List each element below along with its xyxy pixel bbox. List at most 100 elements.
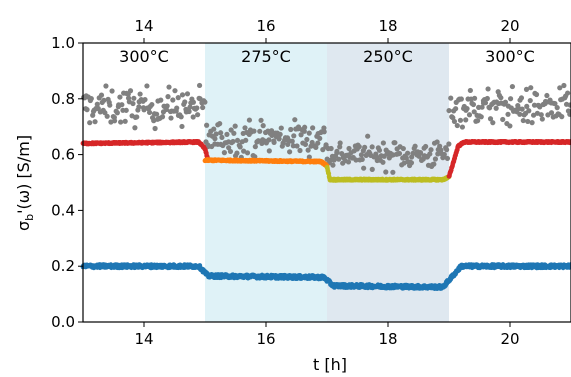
gray-point bbox=[277, 131, 283, 137]
gray-point bbox=[224, 131, 230, 137]
gray-point bbox=[200, 104, 206, 111]
gray-point bbox=[527, 97, 533, 104]
gray-point bbox=[132, 125, 138, 131]
plot-frame bbox=[82, 42, 571, 323]
top-x-ticks: 14 16 18 20 bbox=[134, 17, 520, 43]
gray-point bbox=[227, 148, 234, 155]
gray-point bbox=[146, 109, 153, 116]
gray-point bbox=[533, 91, 540, 98]
gray-point bbox=[258, 117, 264, 123]
gray-point bbox=[88, 96, 94, 102]
gray-point bbox=[383, 169, 389, 175]
gray-point bbox=[502, 99, 509, 105]
gray-point bbox=[212, 136, 218, 142]
gray-point bbox=[170, 97, 176, 103]
band-label-2: 250°C bbox=[363, 47, 413, 66]
gray-point bbox=[84, 107, 90, 113]
gray-point bbox=[255, 138, 261, 144]
gray-point bbox=[523, 86, 530, 92]
gray-point bbox=[98, 92, 105, 98]
gray-point bbox=[346, 145, 352, 152]
gray-point bbox=[266, 137, 272, 143]
gray-point bbox=[531, 102, 538, 108]
gray-point bbox=[144, 83, 150, 89]
gray-point bbox=[219, 134, 225, 141]
gray-point bbox=[525, 118, 531, 125]
gray-point bbox=[444, 147, 450, 153]
gray-point bbox=[179, 92, 186, 98]
gray-point bbox=[195, 112, 201, 118]
gray-point bbox=[196, 82, 203, 89]
gray-point bbox=[362, 144, 368, 150]
gray-point bbox=[289, 138, 295, 144]
gray-point bbox=[467, 87, 473, 94]
plot-border bbox=[82, 42, 571, 323]
gray-point bbox=[168, 115, 174, 121]
gray-point bbox=[446, 107, 452, 114]
gray-point bbox=[557, 85, 563, 91]
gray-point bbox=[87, 120, 93, 126]
gray-point bbox=[186, 108, 192, 115]
gray-point bbox=[257, 128, 263, 134]
gray-point bbox=[298, 132, 304, 138]
gray-point bbox=[127, 88, 134, 94]
x-tick-label: 14 bbox=[134, 330, 153, 348]
gray-point bbox=[292, 117, 298, 123]
series-1 bbox=[80, 139, 211, 163]
gray-point bbox=[268, 128, 275, 134]
gray-point bbox=[301, 128, 307, 134]
y-tick-label: 0.0 bbox=[51, 313, 75, 331]
gray-point bbox=[234, 137, 241, 144]
gray-point bbox=[290, 143, 296, 149]
gray-point bbox=[390, 169, 396, 175]
gray-point bbox=[184, 91, 191, 97]
gray-point bbox=[361, 165, 367, 171]
gray-point bbox=[174, 105, 180, 111]
gray-point bbox=[475, 118, 481, 124]
gray-point bbox=[101, 97, 107, 103]
gray-point bbox=[493, 105, 499, 111]
gray-point bbox=[561, 82, 567, 89]
gray-point bbox=[434, 139, 440, 145]
y-tick-label: 0.2 bbox=[51, 257, 75, 275]
gray-point bbox=[517, 111, 523, 117]
gray-point bbox=[487, 116, 494, 122]
gray-point bbox=[246, 117, 253, 123]
gray-point bbox=[464, 106, 470, 112]
gray-point bbox=[202, 99, 208, 105]
gray-point bbox=[380, 159, 386, 165]
gray-point bbox=[190, 99, 196, 105]
top-x-tick-label: 14 bbox=[134, 17, 153, 35]
y-ticks: 0.0 0.2 0.4 0.6 0.8 1.0 bbox=[51, 34, 83, 331]
gray-point bbox=[478, 114, 484, 120]
gray-point bbox=[114, 110, 120, 116]
gray-point bbox=[441, 151, 447, 158]
gray-point bbox=[119, 102, 125, 108]
gray-point bbox=[380, 140, 386, 146]
gray-point bbox=[518, 95, 525, 101]
band-label-3: 300°C bbox=[485, 47, 535, 66]
gray-point bbox=[306, 154, 312, 160]
gray-point bbox=[164, 103, 170, 109]
gray-point bbox=[334, 148, 340, 155]
gray-point bbox=[444, 155, 451, 162]
gray-point bbox=[213, 131, 219, 137]
gray-point bbox=[482, 100, 489, 106]
gray-point bbox=[306, 130, 312, 136]
gray-point bbox=[459, 124, 466, 130]
x-tick-label: 20 bbox=[500, 330, 519, 348]
gray-point bbox=[554, 105, 560, 111]
series-5 bbox=[80, 262, 571, 291]
gray-point bbox=[466, 112, 473, 118]
gray-point bbox=[291, 133, 297, 139]
gray-point bbox=[485, 86, 491, 92]
gray-point bbox=[244, 150, 251, 156]
gray-point bbox=[365, 133, 371, 139]
gray-point bbox=[509, 83, 516, 90]
top-x-tick-label: 20 bbox=[500, 17, 519, 35]
gray-point bbox=[412, 143, 418, 149]
gray-point bbox=[498, 95, 504, 101]
gray-point bbox=[182, 99, 188, 105]
gray-point bbox=[528, 85, 534, 91]
series-2 bbox=[202, 157, 330, 169]
